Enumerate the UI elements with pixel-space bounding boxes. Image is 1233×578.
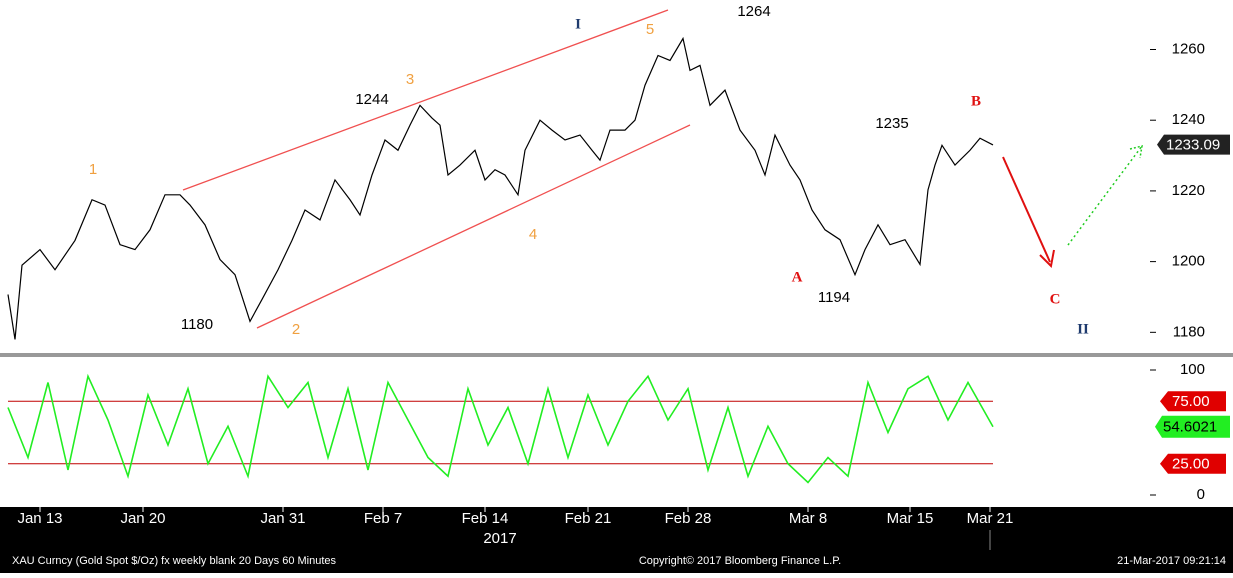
wave-label: 1235 [875, 115, 908, 132]
x-tick-label: Mar 15 [887, 510, 934, 527]
x-tick-label: Jan 13 [17, 510, 62, 527]
footer-right: 21-Mar-2017 09:21:14 [1117, 555, 1226, 567]
wave-label: 2 [292, 321, 300, 338]
wave-label: 1194 [818, 289, 850, 306]
y-tick-label: 1260 [1172, 40, 1205, 57]
current-tag [1155, 415, 1230, 438]
x-tick-label: Mar 21 [967, 510, 1014, 527]
wave-label: II [1077, 321, 1089, 337]
footer-left: XAU Curncy (Gold Spot $/Oz) fx weekly bl… [12, 555, 337, 567]
last-price-label: 1233.09 [1166, 137, 1220, 154]
wave-label: C [1050, 291, 1061, 307]
footer-center: Copyright© 2017 Bloomberg Finance L.P. [639, 555, 841, 567]
x-tick-label: Mar 8 [789, 510, 827, 527]
wave-label: I [575, 16, 581, 32]
channel-line [256, 124, 691, 329]
wave-label: B [971, 93, 981, 109]
level-tag-label: 75.00 [1172, 393, 1210, 410]
last-price-tag [1157, 134, 1230, 155]
forecast-arrow [1067, 145, 1143, 246]
arrow-head [1129, 144, 1143, 159]
wave-label: 5 [646, 21, 654, 38]
y-tick-label: 0 [1197, 486, 1205, 503]
y-tick-label: 1220 [1172, 182, 1205, 199]
x-tick-label: Jan 20 [120, 510, 165, 527]
wave-label: 3 [406, 71, 414, 88]
x-tick-label: Feb 28 [665, 510, 712, 527]
y-tick-label: 1240 [1172, 111, 1205, 128]
forecast-arrow [1002, 156, 1051, 263]
x-tick-label: Jan 31 [260, 510, 305, 527]
x-tick-label: Feb 7 [364, 510, 402, 527]
wave-label: 1 [89, 161, 97, 178]
y-tick-label: 100 [1180, 361, 1205, 378]
wave-label: A [792, 269, 803, 285]
y-tick-label: 1200 [1172, 253, 1205, 270]
arrow-head [1039, 249, 1055, 269]
axis-bar [0, 507, 1233, 573]
price-line [7, 36, 994, 340]
level-tag-label: 25.00 [1172, 456, 1210, 473]
x-axis-label: 2017 [483, 530, 516, 547]
x-tick-label: Feb 21 [565, 510, 612, 527]
y-tick-label: 1180 [1173, 323, 1205, 340]
level-tag [1160, 453, 1226, 474]
wave-label: 1180 [181, 316, 213, 333]
wave-label: 4 [529, 226, 537, 243]
wave-label: 1244 [355, 91, 388, 108]
current-tag-label: 54.6021 [1163, 419, 1217, 436]
price-line [7, 373, 994, 484]
level-tag [1160, 391, 1226, 412]
wave-label: 1264 [737, 3, 770, 20]
x-tick-label: Feb 14 [462, 510, 509, 527]
channel-line [182, 9, 669, 191]
